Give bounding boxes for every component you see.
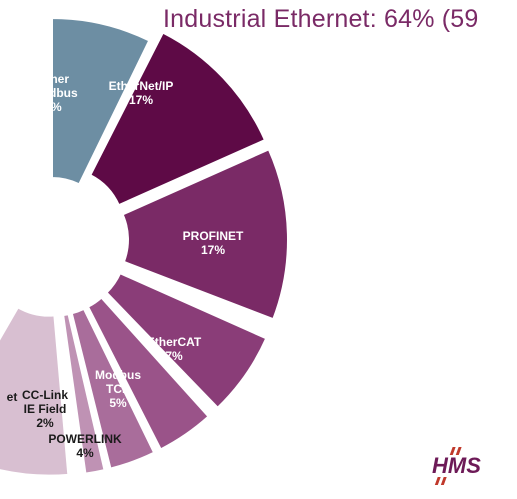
chart-title: Industrial Ethernet: 64% (59 — [163, 5, 479, 33]
slice-labels: Other Fieldbus 7% EtherNet/IP 17% PROFINET 17%… — [7, 72, 244, 460]
slice-cc-link-ie-field — [62, 312, 106, 475]
svg-text:HMS: HMS — [432, 453, 481, 478]
slice-label: et — [7, 390, 18, 404]
slice-profinet — [121, 148, 289, 321]
slice-label: POWERLINK 4% — [48, 432, 122, 460]
slice-label: Modbus TCP 5% — [95, 368, 141, 410]
slice-et — [0, 305, 70, 477]
slice-label: PROFINET 17% — [183, 229, 244, 257]
slice-ethercat — [105, 271, 268, 410]
slice-powerlink — [70, 307, 156, 470]
slice-label: CC-Link IE Field 2% — [22, 388, 68, 430]
slice-label: Other Fieldbus 7% — [28, 72, 78, 114]
donut-slices — [0, 16, 289, 477]
slice-other-fieldbus — [51, 16, 151, 186]
slice-label: EtherNet/IP 17% — [109, 79, 174, 107]
slice-label: EtherCAT 7% — [147, 335, 202, 363]
hms-logo: HMS — [432, 447, 481, 485]
slice-ethernet-ip — [88, 31, 267, 207]
slice-modbus-tcp — [86, 296, 210, 451]
